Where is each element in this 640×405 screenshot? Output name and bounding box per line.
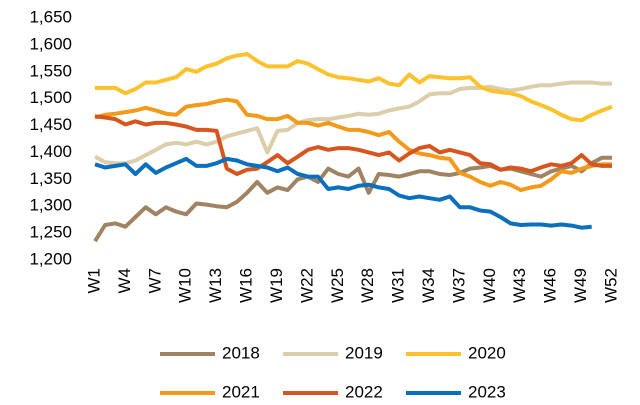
legend-label: 2018 <box>222 343 260 362</box>
y-tick-label: 1,200 <box>29 249 72 268</box>
series-line <box>94 156 592 230</box>
x-tick-label: W34 <box>419 268 438 303</box>
series-line <box>94 80 612 166</box>
x-tick-label: W4 <box>115 268 134 294</box>
legend-label: 2019 <box>345 343 383 362</box>
x-tick-label: W49 <box>571 268 590 303</box>
x-tick-label: W10 <box>176 268 195 303</box>
y-tick-label: 1,400 <box>29 142 72 161</box>
x-tick-label: W16 <box>237 268 256 303</box>
x-tick-label: W1 <box>84 268 103 294</box>
x-tick-label: W43 <box>510 268 529 303</box>
x-tick-label: W52 <box>601 268 620 303</box>
legend-label: 2023 <box>468 382 506 401</box>
y-tick-label: 1,300 <box>29 196 72 215</box>
x-tick-label: W19 <box>267 268 286 303</box>
legend-label: 2021 <box>222 382 260 401</box>
x-tick-label: W46 <box>541 268 560 303</box>
y-tick-label: 1,500 <box>29 88 72 107</box>
series-line <box>94 114 612 176</box>
x-tick-label: W13 <box>206 268 225 303</box>
y-tick-label: 1,450 <box>29 115 72 134</box>
series-line <box>94 97 612 193</box>
y-tick-label: 1,650 <box>29 7 72 26</box>
x-tick-label: W37 <box>449 268 468 303</box>
series-line <box>95 52 613 123</box>
x-tick-label: W28 <box>358 268 377 303</box>
x-tick-label: W7 <box>145 268 164 294</box>
series-line <box>93 155 612 243</box>
x-tick-label: W40 <box>480 268 499 303</box>
x-tick-label: W25 <box>328 268 347 303</box>
x-tick-label: W22 <box>297 268 316 303</box>
x-tick-label: W31 <box>389 268 408 303</box>
y-tick-label: 1,250 <box>29 223 72 242</box>
y-tick-label: 1,600 <box>29 34 72 53</box>
y-tick-label: 1,350 <box>29 169 72 188</box>
y-tick-label: 1,550 <box>29 61 72 80</box>
legend-label: 2020 <box>468 343 506 362</box>
legend-label: 2022 <box>345 382 383 401</box>
